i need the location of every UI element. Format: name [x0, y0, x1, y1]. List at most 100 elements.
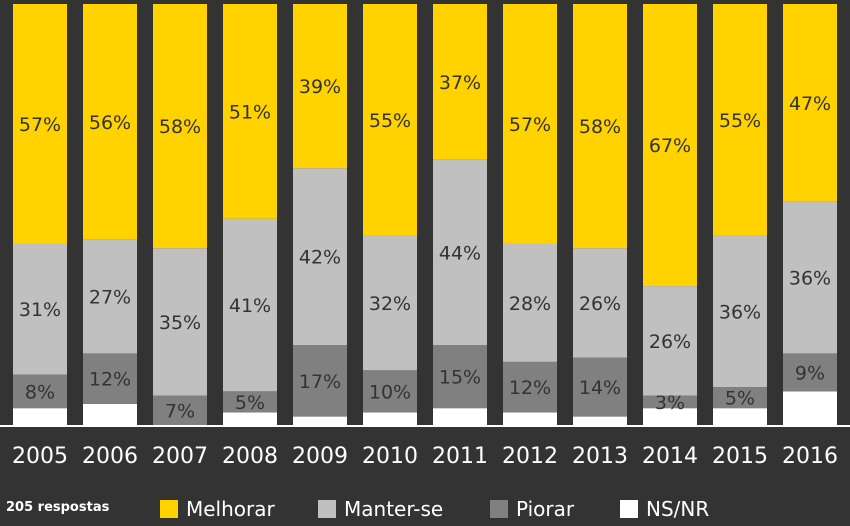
data-label-piorar-2014: 3%	[655, 392, 685, 414]
x-tick-label-2006: 2006	[82, 444, 138, 469]
x-tick-label-2014: 2014	[642, 444, 698, 469]
legend-label-ns-nr: NS/NR	[646, 497, 710, 521]
bar-ns-nr-2011	[433, 408, 487, 425]
bar-melhorar-2007	[153, 4, 207, 249]
data-label-manter-se-2014: 26%	[649, 331, 691, 353]
data-label-melhorar-2012: 57%	[509, 114, 551, 136]
x-tick-label-2013: 2013	[572, 444, 628, 469]
data-label-melhorar-2009: 39%	[299, 76, 341, 98]
bar-manter-se-2005	[13, 243, 67, 375]
data-label-piorar-2007: 7%	[165, 400, 195, 422]
data-label-piorar-2006: 12%	[89, 369, 131, 391]
data-label-melhorar-2013: 58%	[579, 116, 621, 138]
x-tick-label-2016: 2016	[782, 444, 838, 469]
bar-piorar-2015	[713, 387, 767, 409]
bar-ns-nr-2010	[363, 412, 417, 425]
legend-swatch-piorar	[490, 500, 508, 518]
bar-ns-nr-2005	[13, 408, 67, 425]
bar-melhorar-2012	[503, 4, 557, 244]
data-label-manter-se-2013: 26%	[579, 293, 621, 315]
bar-melhorar-2006	[83, 4, 137, 240]
data-label-manter-se-2011: 44%	[439, 242, 481, 264]
data-label-melhorar-2010: 55%	[369, 110, 411, 132]
x-tick-label-2009: 2009	[292, 444, 348, 469]
x-tick-label-2015: 2015	[712, 444, 768, 469]
bar-manter-se-2013	[573, 248, 627, 358]
bar-ns-nr-2014	[643, 408, 697, 425]
bar-manter-se-2012	[503, 243, 557, 362]
bar-melhorar-2015	[713, 4, 767, 236]
data-label-manter-se-2007: 35%	[159, 312, 201, 334]
bar-manter-se-2011	[433, 159, 487, 346]
x-tick-label-2007: 2007	[152, 444, 208, 469]
bar-melhorar-2016	[783, 4, 837, 202]
data-label-melhorar-2015: 55%	[719, 110, 761, 132]
data-label-melhorar-2006: 56%	[89, 112, 131, 134]
bar-melhorar-2005	[13, 4, 67, 244]
bar-ns-nr-2009	[293, 416, 347, 425]
bar-ns-nr-2012	[503, 412, 557, 425]
data-label-piorar-2012: 12%	[509, 377, 551, 399]
legend-label-melhorar: Melhorar	[186, 497, 275, 521]
x-tick-label-2008: 2008	[222, 444, 278, 469]
bar-piorar-2009	[293, 345, 347, 417]
data-label-piorar-2013: 14%	[579, 377, 621, 399]
bar-ns-nr-2015	[713, 408, 767, 425]
data-label-manter-se-2015: 36%	[719, 301, 761, 323]
data-label-piorar-2005: 8%	[25, 381, 55, 403]
data-label-manter-se-2016: 36%	[789, 268, 831, 290]
data-label-manter-se-2010: 32%	[369, 293, 411, 315]
data-label-melhorar-2005: 57%	[19, 114, 61, 136]
data-label-piorar-2016: 9%	[795, 362, 825, 384]
bar-manter-se-2008	[223, 218, 277, 392]
legend-item-piorar: Piorar	[490, 497, 574, 521]
bar-piorar-2012	[503, 361, 557, 413]
bar-piorar-2011	[433, 345, 487, 409]
bar-manter-se-2014	[643, 286, 697, 396]
bar-melhorar-2011	[433, 4, 487, 160]
x-tick-label-2011: 2011	[432, 444, 488, 469]
data-label-piorar-2010: 10%	[369, 381, 411, 403]
bar-manter-se-2015	[713, 235, 767, 388]
data-label-piorar-2008: 5%	[235, 392, 265, 414]
data-label-manter-se-2008: 41%	[229, 295, 271, 317]
data-label-piorar-2011: 15%	[439, 367, 481, 389]
bar-piorar-2006	[83, 353, 137, 404]
bar-piorar-2010	[363, 370, 417, 413]
data-label-melhorar-2008: 51%	[229, 101, 271, 123]
bar-melhorar-2008	[223, 4, 277, 219]
bar-ns-nr-2006	[83, 403, 137, 425]
bar-manter-se-2010	[363, 235, 417, 371]
data-label-melhorar-2011: 37%	[439, 72, 481, 94]
bar-piorar-2016	[783, 353, 837, 392]
bar-piorar-2007	[153, 395, 207, 425]
legend-item-manter-se: Manter-se	[318, 497, 443, 521]
bar-melhorar-2009	[293, 4, 347, 169]
data-label-manter-se-2009: 42%	[299, 247, 341, 269]
bar-ns-nr-2013	[573, 416, 627, 425]
bar-ns-nr-2008	[223, 412, 277, 425]
data-label-manter-se-2005: 31%	[19, 299, 61, 321]
legend-label-piorar: Piorar	[516, 497, 575, 521]
bar-ns-nr-2016	[783, 391, 837, 425]
bar-manter-se-2009	[293, 168, 347, 346]
bar-piorar-2005	[13, 374, 67, 409]
bar-piorar-2013	[573, 357, 627, 417]
data-label-manter-se-2006: 27%	[89, 287, 131, 309]
x-tick-label-2005: 2005	[12, 444, 68, 469]
bar-manter-se-2007	[153, 248, 207, 396]
bar-melhorar-2013	[573, 4, 627, 249]
bar-manter-se-2006	[83, 239, 137, 354]
data-label-manter-se-2012: 28%	[509, 293, 551, 315]
legend-swatch-manter-se	[318, 500, 336, 518]
data-label-melhorar-2007: 58%	[159, 116, 201, 138]
bar-manter-se-2016	[783, 201, 837, 354]
x-tick-label-2012: 2012	[502, 444, 558, 469]
data-label-piorar-2009: 17%	[299, 371, 341, 393]
legend-item-melhorar: Melhorar	[160, 497, 275, 521]
data-label-melhorar-2016: 47%	[789, 93, 831, 115]
legend-swatch-ns-nr	[620, 500, 638, 518]
bar-melhorar-2014	[643, 4, 697, 287]
respondents-note: 205 respostas	[6, 500, 110, 515]
